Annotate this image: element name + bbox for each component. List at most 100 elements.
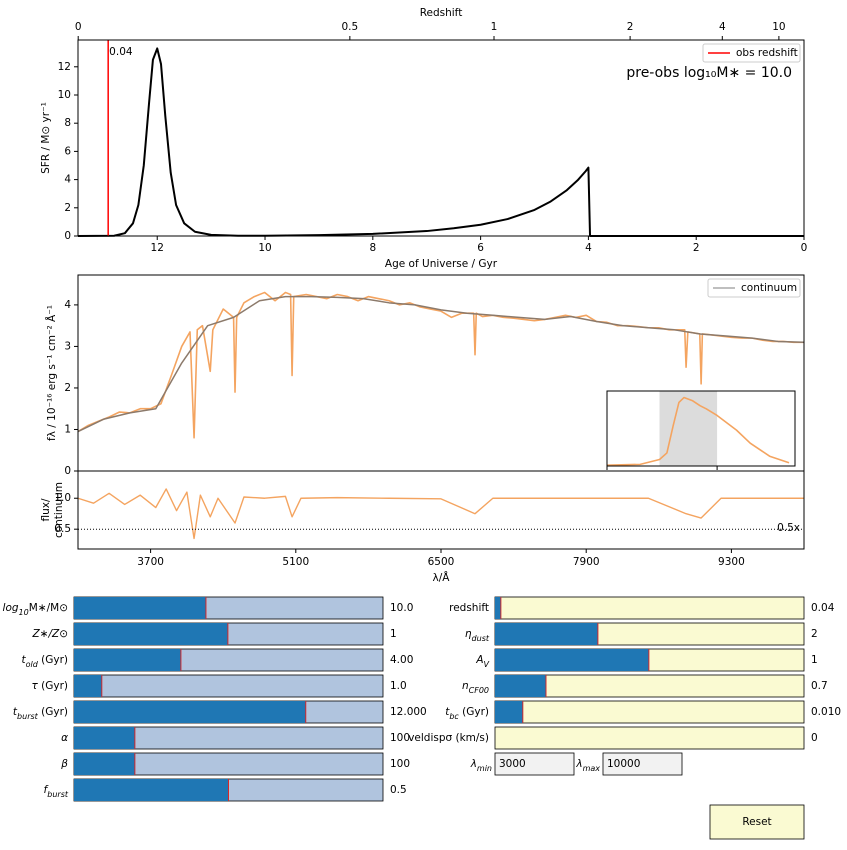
text-input-value: 10000 — [607, 758, 640, 770]
label-symbol: A — [475, 654, 483, 666]
x-tick-label: 12 — [151, 242, 164, 254]
series-line — [77, 488, 804, 540]
label-symbol: t — [21, 654, 26, 666]
wavelength-span — [659, 391, 718, 466]
label-text: M∗/M⊙ — [29, 602, 68, 614]
slider-track[interactable] — [73, 674, 384, 698]
slider-fill — [74, 727, 135, 749]
x-axis-label: Age of Universe / Gyr — [385, 258, 498, 270]
label-text: (Gyr) — [459, 706, 489, 718]
widget-label: nCF00 — [462, 680, 489, 695]
reset-button-label[interactable]: Reset — [742, 816, 771, 828]
slider-fill — [74, 675, 102, 697]
label-symbol: τ — [31, 680, 38, 692]
label-symbol: n — [462, 680, 469, 692]
obs-redshift-label: 0.04 — [109, 46, 133, 58]
widget-label: β — [60, 758, 68, 770]
x-tick-label: 6 — [477, 242, 484, 254]
slider-value: 1 — [811, 654, 818, 666]
y-tick-label: 2 — [64, 202, 71, 214]
label-subscript: V — [484, 660, 490, 669]
y-tick-label: 2 — [64, 382, 71, 394]
x2-axis-label: Redshift — [420, 7, 463, 19]
slider-track[interactable] — [494, 726, 805, 750]
widget-label: λmin — [470, 758, 492, 773]
x-tick-label: 4 — [585, 242, 592, 254]
slider-fill — [74, 623, 228, 645]
slider-fill — [495, 701, 523, 723]
plot-area — [78, 471, 804, 549]
frame — [77, 39, 805, 237]
label-text: redshift — [449, 602, 489, 614]
widget-label: redshift — [449, 602, 489, 614]
annotation: pre-obs log₁₀M∗ = 10.0 — [626, 65, 792, 81]
widget-label: tburst (Gyr) — [13, 706, 68, 721]
slider-value: 100 — [390, 758, 410, 770]
label-symbol: f — [44, 784, 50, 796]
label-subscript: burst — [47, 790, 69, 799]
x2-tick-label: 4 — [719, 21, 726, 33]
series-line — [77, 47, 804, 237]
text-input[interactable] — [494, 752, 575, 776]
label-symbol: λ — [470, 758, 477, 770]
y-axis-label: fλ / 10⁻¹⁶ erg s⁻¹ cm⁻² Å⁻¹ — [45, 305, 58, 441]
widget-label: τ (Gyr) — [31, 680, 68, 692]
frame — [606, 390, 796, 467]
x2-tick-label: 0.5 — [342, 21, 359, 33]
x2-tick-label: 10 — [772, 21, 785, 33]
text-input[interactable] — [602, 752, 683, 776]
widget-label: veldispσ (km/s) — [408, 732, 489, 744]
x-tick-label: 3700 — [137, 556, 164, 568]
legend-label: continuum — [741, 282, 797, 294]
slider-value: 0.010 — [811, 706, 841, 718]
slider-value: 0.5 — [390, 784, 407, 796]
label-text: veldispσ (km/s) — [408, 732, 489, 744]
label-text: (Gyr) — [38, 654, 68, 666]
reset-button[interactable] — [709, 804, 805, 840]
legend-box — [707, 278, 801, 298]
y-tick-label: 0 — [64, 465, 71, 477]
slider-fill — [74, 649, 181, 671]
label-subscript: dust — [472, 634, 490, 643]
slider-track[interactable] — [494, 596, 805, 620]
label-symbol: η — [465, 628, 472, 640]
legend-box — [702, 43, 801, 63]
x-tick-label: 6500 — [428, 556, 455, 568]
x-tick-label: 5100 — [282, 556, 309, 568]
label-subscript: min — [477, 764, 492, 773]
x2-tick-label: 1 — [491, 21, 498, 33]
label-text: (Gyr) — [38, 680, 68, 692]
label-symbol: log — [3, 602, 19, 614]
label-subscript: 10 — [19, 608, 29, 617]
label-symbol: λ — [575, 758, 582, 770]
label-subscript: bc — [449, 712, 459, 721]
widget-label: AV — [475, 654, 489, 669]
label-text: (Gyr) — [38, 706, 68, 718]
series-line — [77, 295, 805, 433]
slider-track[interactable] — [494, 700, 805, 724]
slider-value: 0 — [811, 732, 818, 744]
slider-fill — [495, 597, 501, 619]
slider-fill — [495, 649, 649, 671]
label-subscript: CF00 — [469, 686, 489, 695]
x2-tick-label: 0 — [75, 21, 82, 33]
x-tick-label: 0 — [801, 242, 808, 254]
y-tick-label: 6 — [64, 145, 71, 157]
slider-value: 1 — [390, 628, 397, 640]
label-symbol: Z∗/Z⊙ — [31, 628, 68, 640]
label-subscript: max — [583, 764, 601, 773]
slider-value: 100 — [390, 732, 410, 744]
slider-fill — [74, 597, 206, 619]
y-axis-label: continuum — [53, 482, 65, 538]
plot-area — [78, 40, 804, 236]
y-tick-label: 10 — [58, 89, 71, 101]
series-line — [77, 291, 804, 439]
y-tick-label: 12 — [58, 61, 71, 73]
x-tick-label: 2 — [693, 242, 700, 254]
slider-value: 0.7 — [811, 680, 828, 692]
y-tick-label: 3 — [64, 340, 71, 352]
y-tick-label: 4 — [64, 174, 71, 186]
widget-label: α — [61, 732, 68, 744]
widget-label: Z∗/Z⊙ — [31, 628, 68, 640]
